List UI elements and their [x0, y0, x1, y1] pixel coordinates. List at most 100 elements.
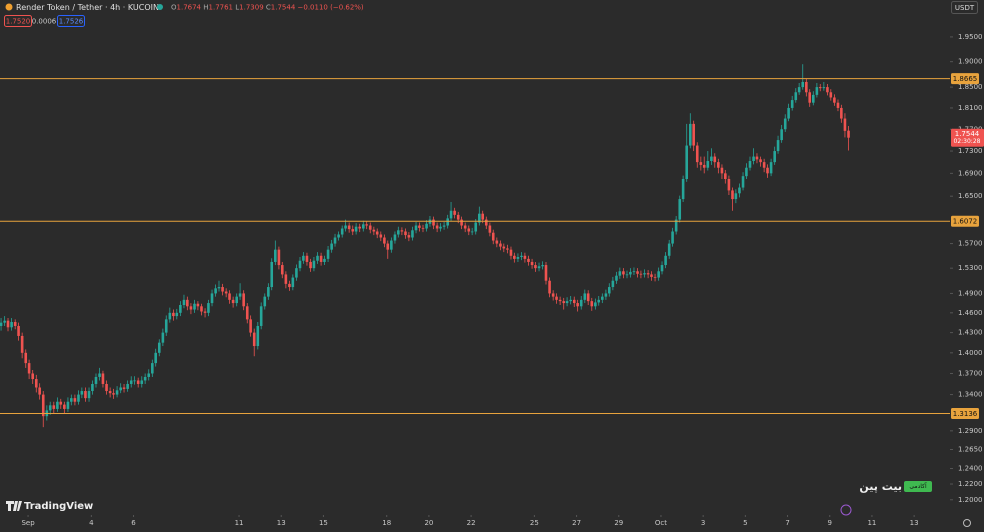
candle-body: [491, 232, 495, 241]
candle-body: [506, 248, 509, 250]
candle-body: [24, 352, 28, 364]
candle-body: [157, 342, 161, 353]
candle-body: [27, 363, 31, 374]
candle-body: [822, 87, 826, 89]
y-tick-label: 1.2400: [958, 465, 983, 473]
y-tick-label: 1.2200: [958, 480, 983, 488]
level-label: 1.3136: [953, 410, 978, 418]
bid: 1.7520: [6, 18, 31, 26]
candle-body: [456, 214, 460, 220]
candle-body: [418, 225, 421, 228]
candle-body: [773, 151, 776, 163]
candle-body: [702, 164, 706, 168]
y-tick-label: 1.6500: [958, 192, 983, 200]
candle-body: [755, 156, 759, 160]
candle-body: [217, 287, 221, 289]
currency[interactable]: USDT: [955, 4, 975, 12]
candle-body: [446, 218, 449, 226]
candle-body: [432, 219, 435, 226]
candle-body: [383, 237, 386, 244]
candle-body: [361, 224, 365, 229]
candle-body: [323, 258, 326, 262]
candle-body: [179, 305, 182, 313]
candle-body: [470, 231, 474, 233]
ask-box: [57, 15, 85, 27]
candle-body: [172, 312, 175, 317]
candle-body: [745, 167, 748, 177]
alert-icon[interactable]: [840, 504, 852, 516]
candle-body: [41, 394, 45, 417]
candle-body: [717, 162, 720, 168]
settings-icon[interactable]: [963, 519, 971, 527]
candle-body: [527, 258, 530, 262]
candle-body: [400, 230, 404, 232]
candle-body: [565, 301, 569, 304]
level-label: 1.6072: [953, 218, 978, 226]
candle-body: [604, 293, 608, 297]
candle-body: [94, 376, 98, 384]
candle-body: [77, 394, 80, 402]
x-tick-label: 27: [572, 519, 581, 527]
candle-body: [439, 226, 442, 229]
x-tick-label: 9: [828, 519, 832, 527]
candle-body: [453, 210, 456, 215]
symbol-title: Render Token / Tether · 4h · KUCOIN: [16, 3, 159, 12]
candle-body: [724, 173, 727, 180]
candle-body: [228, 293, 231, 300]
watermark: بیت پین: [859, 480, 902, 493]
x-tick-label: 5: [743, 519, 747, 527]
candle-body: [551, 293, 555, 297]
candle-body: [530, 261, 534, 266]
candle-body: [710, 156, 713, 162]
candle-body: [706, 161, 710, 168]
candle-body: [101, 373, 105, 384]
candle-body: [133, 380, 136, 382]
candle-body: [375, 231, 379, 235]
y-tick-label: 1.7300: [958, 147, 983, 155]
candle-body: [411, 230, 414, 238]
candle-body: [801, 81, 805, 88]
candle-body: [794, 92, 798, 101]
candle-body: [379, 234, 383, 238]
candle-body: [358, 226, 362, 229]
symbol-icon: [5, 3, 13, 11]
candle-body: [200, 306, 203, 312]
candle-body: [214, 288, 217, 294]
currency-box[interactable]: [951, 1, 978, 14]
candle-body: [66, 401, 70, 409]
candle-body: [70, 398, 73, 402]
candle-body: [203, 311, 207, 313]
candle-body: [207, 303, 210, 313]
candle-body: [277, 249, 281, 266]
candle-body: [84, 391, 87, 399]
candle-body: [309, 261, 312, 269]
candle-body: [688, 123, 692, 146]
candle-body: [210, 293, 214, 304]
y-tick-label: 1.2900: [958, 427, 983, 435]
candle-body: [836, 102, 840, 108]
candle-body: [186, 299, 189, 307]
candle-body: [555, 296, 558, 300]
candle-body: [643, 273, 646, 275]
candle-body: [316, 255, 319, 261]
candle-body: [632, 271, 636, 273]
candle-body: [650, 274, 653, 277]
y-tick-label: 1.8100: [958, 104, 983, 112]
candle-body: [674, 219, 678, 232]
candle-body: [129, 380, 133, 384]
candle-body: [622, 271, 625, 275]
candle-body: [787, 107, 790, 119]
status-dot: [157, 4, 163, 10]
candle-body: [586, 293, 590, 302]
candle-body: [720, 167, 724, 174]
candle-body: [548, 280, 551, 294]
candle-body: [826, 87, 829, 93]
candle-body: [354, 226, 358, 232]
candle-body: [256, 325, 260, 347]
level-label-box: [951, 408, 979, 420]
candle-body: [0, 322, 3, 326]
legend-value: 1.7309: [239, 4, 264, 12]
candle-body: [252, 332, 256, 347]
candle-body: [263, 296, 267, 307]
candle-body: [769, 162, 773, 174]
